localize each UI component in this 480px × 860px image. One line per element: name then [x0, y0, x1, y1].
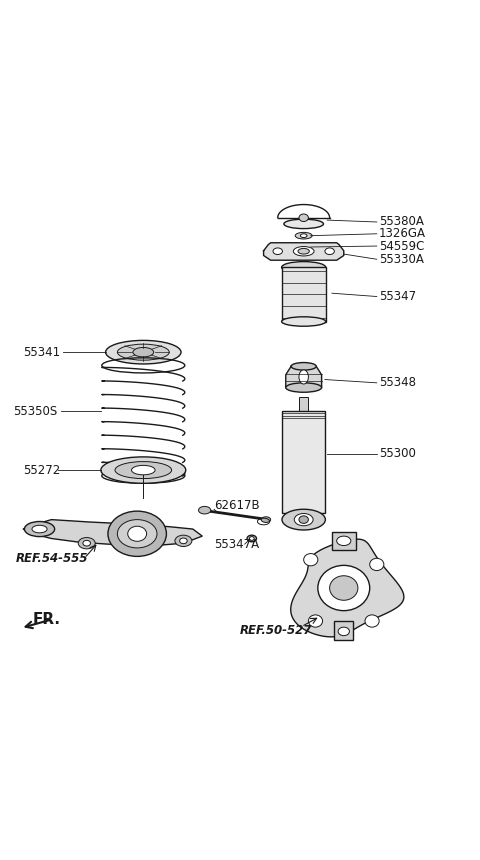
Text: 55380A: 55380A	[379, 216, 424, 229]
Ellipse shape	[133, 347, 154, 357]
Bar	[282, 267, 326, 322]
Ellipse shape	[108, 511, 167, 556]
Ellipse shape	[118, 344, 169, 360]
Ellipse shape	[199, 507, 211, 514]
Ellipse shape	[78, 538, 95, 549]
Ellipse shape	[284, 219, 324, 229]
Ellipse shape	[282, 261, 326, 273]
Polygon shape	[264, 243, 344, 261]
Text: 54559C: 54559C	[379, 240, 424, 253]
Text: 55347: 55347	[379, 290, 416, 303]
Polygon shape	[23, 519, 202, 545]
Ellipse shape	[24, 521, 55, 537]
Bar	[282, 411, 325, 513]
Ellipse shape	[83, 540, 91, 546]
Ellipse shape	[282, 509, 325, 530]
Ellipse shape	[338, 627, 349, 636]
Text: REF.50-527: REF.50-527	[240, 624, 312, 637]
Ellipse shape	[282, 316, 326, 326]
Bar	[300, 397, 308, 411]
Text: 55350S: 55350S	[13, 405, 58, 418]
Ellipse shape	[318, 565, 370, 611]
Text: 55341: 55341	[23, 346, 60, 359]
Text: REF.54-555: REF.54-555	[16, 552, 88, 565]
Text: 1326GA: 1326GA	[379, 227, 426, 240]
Ellipse shape	[293, 247, 314, 256]
Text: 55348: 55348	[379, 377, 416, 390]
Ellipse shape	[365, 615, 379, 627]
Ellipse shape	[370, 558, 384, 570]
Polygon shape	[286, 366, 322, 388]
Ellipse shape	[300, 234, 307, 237]
Ellipse shape	[118, 519, 157, 548]
Ellipse shape	[101, 457, 186, 483]
Bar	[332, 532, 356, 550]
Ellipse shape	[304, 554, 318, 566]
Ellipse shape	[32, 525, 47, 533]
Ellipse shape	[273, 248, 282, 255]
Ellipse shape	[294, 513, 313, 525]
Ellipse shape	[330, 575, 358, 600]
Ellipse shape	[180, 538, 187, 544]
Ellipse shape	[286, 383, 322, 392]
Ellipse shape	[261, 517, 271, 522]
Ellipse shape	[250, 537, 254, 540]
Text: 55272: 55272	[23, 464, 60, 476]
Ellipse shape	[295, 232, 312, 239]
Ellipse shape	[298, 249, 309, 254]
Ellipse shape	[106, 341, 181, 364]
Ellipse shape	[132, 465, 155, 475]
Ellipse shape	[325, 248, 335, 255]
Ellipse shape	[128, 526, 146, 541]
Ellipse shape	[299, 370, 308, 384]
Polygon shape	[291, 539, 404, 637]
Ellipse shape	[247, 535, 256, 542]
Text: 55330A: 55330A	[379, 253, 424, 266]
Text: FR.: FR.	[33, 612, 60, 627]
Ellipse shape	[175, 535, 192, 546]
Ellipse shape	[291, 363, 316, 370]
Ellipse shape	[308, 615, 323, 627]
Ellipse shape	[299, 214, 308, 222]
Ellipse shape	[115, 462, 172, 478]
Bar	[335, 621, 353, 640]
Ellipse shape	[299, 516, 308, 524]
Text: 55300: 55300	[379, 447, 416, 460]
Text: 55347A: 55347A	[214, 538, 259, 550]
Ellipse shape	[336, 536, 351, 545]
Text: 62617B: 62617B	[214, 499, 260, 512]
